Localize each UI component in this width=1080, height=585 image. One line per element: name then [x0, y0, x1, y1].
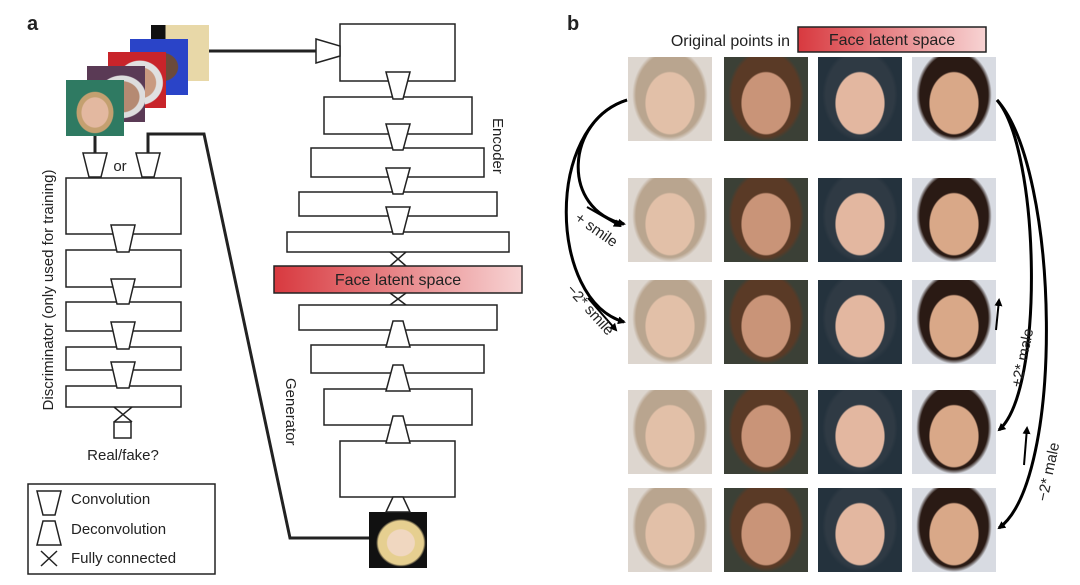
- plus-male-direction-icon: [994, 298, 1003, 331]
- face-image: [724, 390, 808, 474]
- plus-smile-label: + smile: [572, 209, 621, 250]
- convolution-icon: [385, 71, 411, 100]
- face-image: [628, 57, 712, 141]
- generated-face-image: [369, 512, 427, 568]
- face-image: [628, 488, 712, 572]
- minus-male-arrow: [995, 98, 1048, 530]
- deconvolution-icon: [385, 415, 411, 444]
- face-image: [818, 57, 902, 141]
- face-image: [724, 488, 808, 572]
- minus-smile-label: −2* smile: [563, 281, 617, 339]
- convolution-icon: [135, 152, 161, 178]
- face-image: [912, 390, 996, 474]
- deconvolution-icon: [385, 320, 411, 348]
- plus-smile-direction-icon: [586, 206, 622, 227]
- convolution-icon: [315, 38, 341, 64]
- encoder-label: Encoder: [489, 118, 506, 174]
- convolution-icon: [385, 123, 411, 151]
- minus-smile-direction-icon: [587, 297, 618, 332]
- latent-space-box: [797, 26, 987, 53]
- encoder: Encoder: [286, 23, 510, 267]
- deconvolution-icon: [384, 496, 412, 513]
- face-image: [628, 390, 712, 474]
- generator-label: Generator: [282, 378, 299, 446]
- minus-smile-arrow: [564, 98, 628, 325]
- generator: Generator: [282, 292, 498, 513]
- discriminator: or Real/fake? Discriminator (only used f…: [40, 152, 182, 464]
- legend-label: Fully connected: [71, 550, 176, 567]
- panel-a-label: a: [27, 13, 39, 35]
- output-node: [113, 421, 132, 439]
- discriminator-layer: [65, 385, 182, 408]
- convolution-icon: [110, 361, 136, 389]
- plus-male-label: +2* male: [1008, 327, 1037, 389]
- panel-b-label: b: [567, 13, 579, 35]
- latent-space-box: [273, 265, 523, 294]
- convolution-icon: [110, 278, 136, 305]
- face-image: [818, 280, 902, 364]
- real-fake-label: Real/fake?: [87, 447, 159, 464]
- face-image: [628, 280, 712, 364]
- face-image: [724, 57, 808, 141]
- minus-male-label: −2* male: [1034, 441, 1063, 503]
- minus-male-direction-icon: [1022, 426, 1031, 466]
- latent-space-label: Face latent space: [335, 272, 461, 289]
- encoder-layer: [286, 231, 510, 253]
- convolution-icon: [110, 224, 136, 253]
- face-image: [818, 390, 902, 474]
- face-image: [818, 488, 902, 572]
- convolution-icon: [385, 167, 411, 195]
- legend-label: Deconvolution: [71, 521, 166, 538]
- fully-connected-icon: [389, 292, 407, 306]
- convolution-icon: [36, 490, 62, 516]
- deconvolution-icon: [36, 520, 62, 546]
- face-image: [818, 178, 902, 262]
- or-label: or: [113, 158, 126, 175]
- face-image: [724, 280, 808, 364]
- fully-connected-icon: [40, 550, 58, 567]
- discriminator-fake-line: [146, 132, 369, 540]
- fully-connected-icon: [389, 251, 407, 267]
- transform-arrows: [564, 98, 1048, 530]
- legend: Convolution Deconvolution Fully connecte…: [27, 483, 216, 575]
- input-face-image: [66, 80, 124, 136]
- header-text: Original points in: [671, 33, 790, 50]
- deconvolution-icon: [385, 364, 411, 392]
- face-image: [628, 178, 712, 262]
- generator-layer: [339, 440, 456, 498]
- convolution-icon: [82, 152, 108, 178]
- fully-connected-icon: [113, 406, 133, 423]
- face-image: [724, 178, 808, 262]
- face-image: [912, 280, 996, 364]
- convolution-icon: [110, 321, 136, 350]
- discriminator-label: Discriminator (only used for training): [40, 170, 57, 411]
- legend-label: Convolution: [71, 491, 150, 508]
- plus-smile-arrow: [576, 98, 628, 227]
- face-image: [912, 488, 996, 572]
- convolution-icon: [385, 206, 411, 235]
- face-image: [912, 178, 996, 262]
- plus-male-arrow: [995, 99, 1033, 432]
- latent-space-label: Face latent space: [829, 32, 955, 49]
- face-image: [912, 57, 996, 141]
